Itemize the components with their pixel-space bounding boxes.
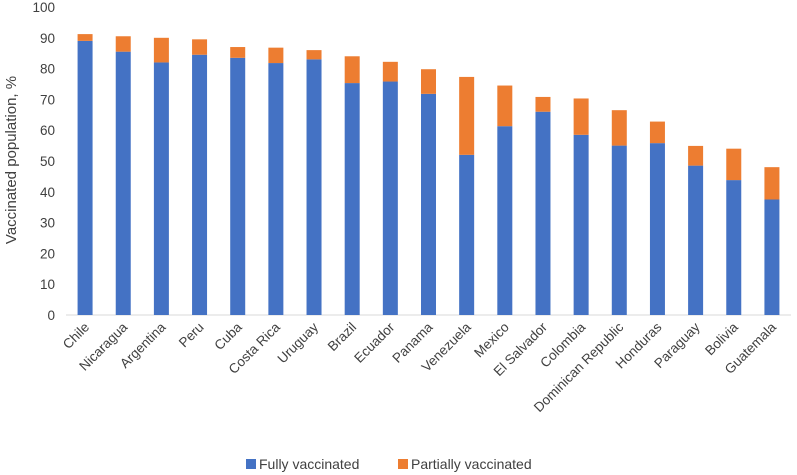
y-tick-label: 30 xyxy=(40,216,55,231)
bar-partially-vaccinated-peru xyxy=(192,39,208,55)
bar-fully-vaccinated-ecuador xyxy=(382,81,398,315)
bar-partially-vaccinated-guatemala xyxy=(764,167,780,200)
bar-fully-vaccinated-nicaragua xyxy=(115,51,131,315)
bar-fully-vaccinated-peru xyxy=(192,54,208,316)
bar-fully-vaccinated-el-salvador xyxy=(535,111,551,315)
bar-partially-vaccinated-cuba xyxy=(230,47,246,58)
x-category-label: Cuba xyxy=(211,319,245,353)
x-category-label: Peru xyxy=(176,320,207,351)
x-category-label: Uruguay xyxy=(274,319,321,366)
bar-partially-vaccinated-dominican-republic xyxy=(611,110,627,146)
bar-fully-vaccinated-argentina xyxy=(153,62,169,315)
y-tick-label: 20 xyxy=(40,246,55,261)
y-axis-ticks: 0 10 20 30 40 50 60 70 80 90 100 xyxy=(32,0,55,323)
bar-partially-vaccinated-bolivia xyxy=(726,148,742,181)
bar-partially-vaccinated-colombia xyxy=(573,98,589,135)
bar-partially-vaccinated-chile xyxy=(77,34,93,41)
bar-fully-vaccinated-cuba xyxy=(230,57,246,315)
bar-fully-vaccinated-panama xyxy=(421,93,436,315)
bar-partially-vaccinated-panama xyxy=(421,69,436,94)
y-tick-label: 90 xyxy=(40,31,55,46)
bar-fully-vaccinated-dominican-republic xyxy=(611,145,627,315)
legend: Fully vaccinated Partially vaccinated xyxy=(246,456,532,472)
bar-partially-vaccinated-nicaragua xyxy=(115,36,131,52)
bar-partially-vaccinated-honduras xyxy=(649,121,665,144)
legend-label-partially-vaccinated: Partially vaccinated xyxy=(411,456,532,472)
y-axis-title: Vaccinated population, % xyxy=(3,76,20,244)
bar-fully-vaccinated-honduras xyxy=(649,143,665,315)
y-tick-label: 0 xyxy=(47,308,55,323)
bar-partially-vaccinated-venezuela xyxy=(459,76,475,155)
x-category-label: Brazil xyxy=(325,320,359,354)
bar-fully-vaccinated-venezuela xyxy=(459,154,475,315)
x-category-label: Ecuador xyxy=(351,319,398,366)
bar-fully-vaccinated-bolivia xyxy=(726,180,742,315)
bar-partially-vaccinated-ecuador xyxy=(382,61,398,82)
bar-partially-vaccinated-uruguay xyxy=(306,50,322,60)
bar-fully-vaccinated-costa-rica xyxy=(268,63,284,315)
y-tick-label: 70 xyxy=(40,92,55,107)
bar-partially-vaccinated-paraguay xyxy=(688,145,704,166)
bar-partially-vaccinated-el-salvador xyxy=(535,96,551,112)
bar-partially-vaccinated-mexico xyxy=(497,85,513,127)
bar-fully-vaccinated-brazil xyxy=(344,83,360,316)
bar-fully-vaccinated-colombia xyxy=(573,134,589,315)
y-tick-label: 50 xyxy=(40,154,55,169)
bar-fully-vaccinated-chile xyxy=(77,40,93,315)
legend-swatch-partially-vaccinated xyxy=(398,459,408,469)
y-tick-label: 60 xyxy=(40,123,55,138)
y-tick-label: 10 xyxy=(40,277,55,292)
bar-partially-vaccinated-brazil xyxy=(344,56,360,84)
bar-partially-vaccinated-costa-rica xyxy=(268,47,284,64)
bars-group xyxy=(77,34,780,316)
legend-label-fully-vaccinated: Fully vaccinated xyxy=(259,456,359,472)
bar-fully-vaccinated-guatemala xyxy=(764,199,780,315)
y-tick-label: 40 xyxy=(40,185,55,200)
bar-fully-vaccinated-paraguay xyxy=(688,165,704,315)
x-category-label: Chile xyxy=(60,320,92,352)
legend-swatch-fully-vaccinated xyxy=(246,459,256,469)
bar-fully-vaccinated-uruguay xyxy=(306,59,322,315)
bar-partially-vaccinated-argentina xyxy=(153,37,169,63)
y-tick-label: 100 xyxy=(32,0,55,15)
bar-fully-vaccinated-mexico xyxy=(497,126,513,315)
y-tick-label: 80 xyxy=(40,62,55,77)
